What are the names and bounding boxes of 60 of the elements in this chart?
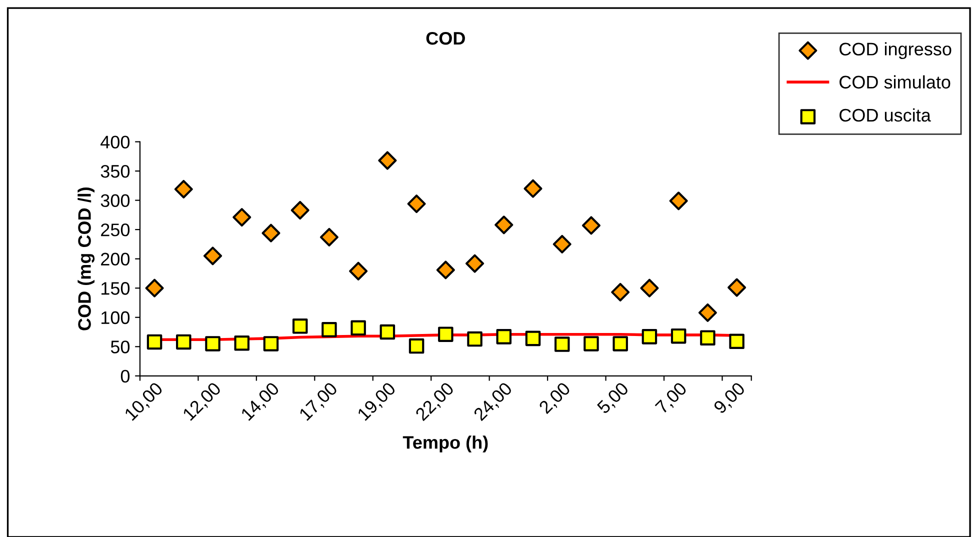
point	[263, 336, 279, 352]
legend-label: COD ingresso	[840, 42, 952, 60]
legend-label: COD uscita	[840, 108, 931, 122]
point	[438, 326, 454, 342]
point	[146, 334, 162, 350]
point	[700, 330, 716, 346]
point	[380, 324, 396, 340]
point	[378, 151, 397, 170]
point	[728, 278, 746, 297]
point	[640, 278, 659, 298]
legend-label: COD simulato	[840, 75, 950, 89]
point	[349, 262, 368, 280]
point	[322, 322, 337, 338]
y-tick-label: 0	[120, 370, 130, 383]
y-tick-label: 50	[110, 340, 130, 354]
chart-title: COD	[426, 32, 465, 45]
y-tick-label: 350	[100, 164, 130, 178]
y-tick-label: 400	[100, 136, 130, 148]
x-tick-label: 7,00	[654, 381, 689, 416]
point	[669, 192, 688, 210]
point	[174, 180, 193, 198]
point	[350, 320, 366, 336]
point	[554, 336, 570, 352]
point	[642, 329, 658, 344]
point	[290, 200, 310, 220]
point	[729, 334, 744, 349]
point	[436, 260, 455, 280]
point	[205, 336, 220, 352]
point	[234, 335, 250, 351]
point	[584, 336, 599, 352]
point	[408, 338, 424, 354]
point	[524, 179, 542, 198]
point	[262, 224, 280, 242]
x-tick-label: 9,00	[712, 381, 748, 416]
y-axis-title: COD (mg COD /l)	[78, 188, 95, 330]
point	[552, 234, 572, 254]
point	[466, 254, 484, 273]
point	[320, 228, 338, 246]
point	[407, 194, 426, 214]
y-tick-label: 100	[102, 311, 130, 324]
y-tick-label: 300	[100, 194, 130, 208]
point	[467, 331, 482, 347]
point	[670, 328, 686, 344]
point	[525, 330, 541, 346]
point	[176, 334, 192, 350]
y-tick-label: 250	[101, 224, 130, 236]
point	[496, 329, 512, 344]
point	[292, 318, 308, 334]
y-tick-label: 200	[101, 252, 130, 266]
point	[698, 303, 717, 322]
point	[611, 282, 630, 302]
y-tick-label: 150	[102, 282, 130, 295]
x-tick-label: 5,00	[596, 381, 631, 416]
point	[203, 246, 222, 266]
x-axis-title: Tempo (h)	[402, 436, 488, 452]
point	[232, 208, 252, 227]
point	[494, 216, 514, 234]
point	[612, 336, 628, 352]
point	[145, 278, 164, 298]
point	[582, 216, 600, 235]
